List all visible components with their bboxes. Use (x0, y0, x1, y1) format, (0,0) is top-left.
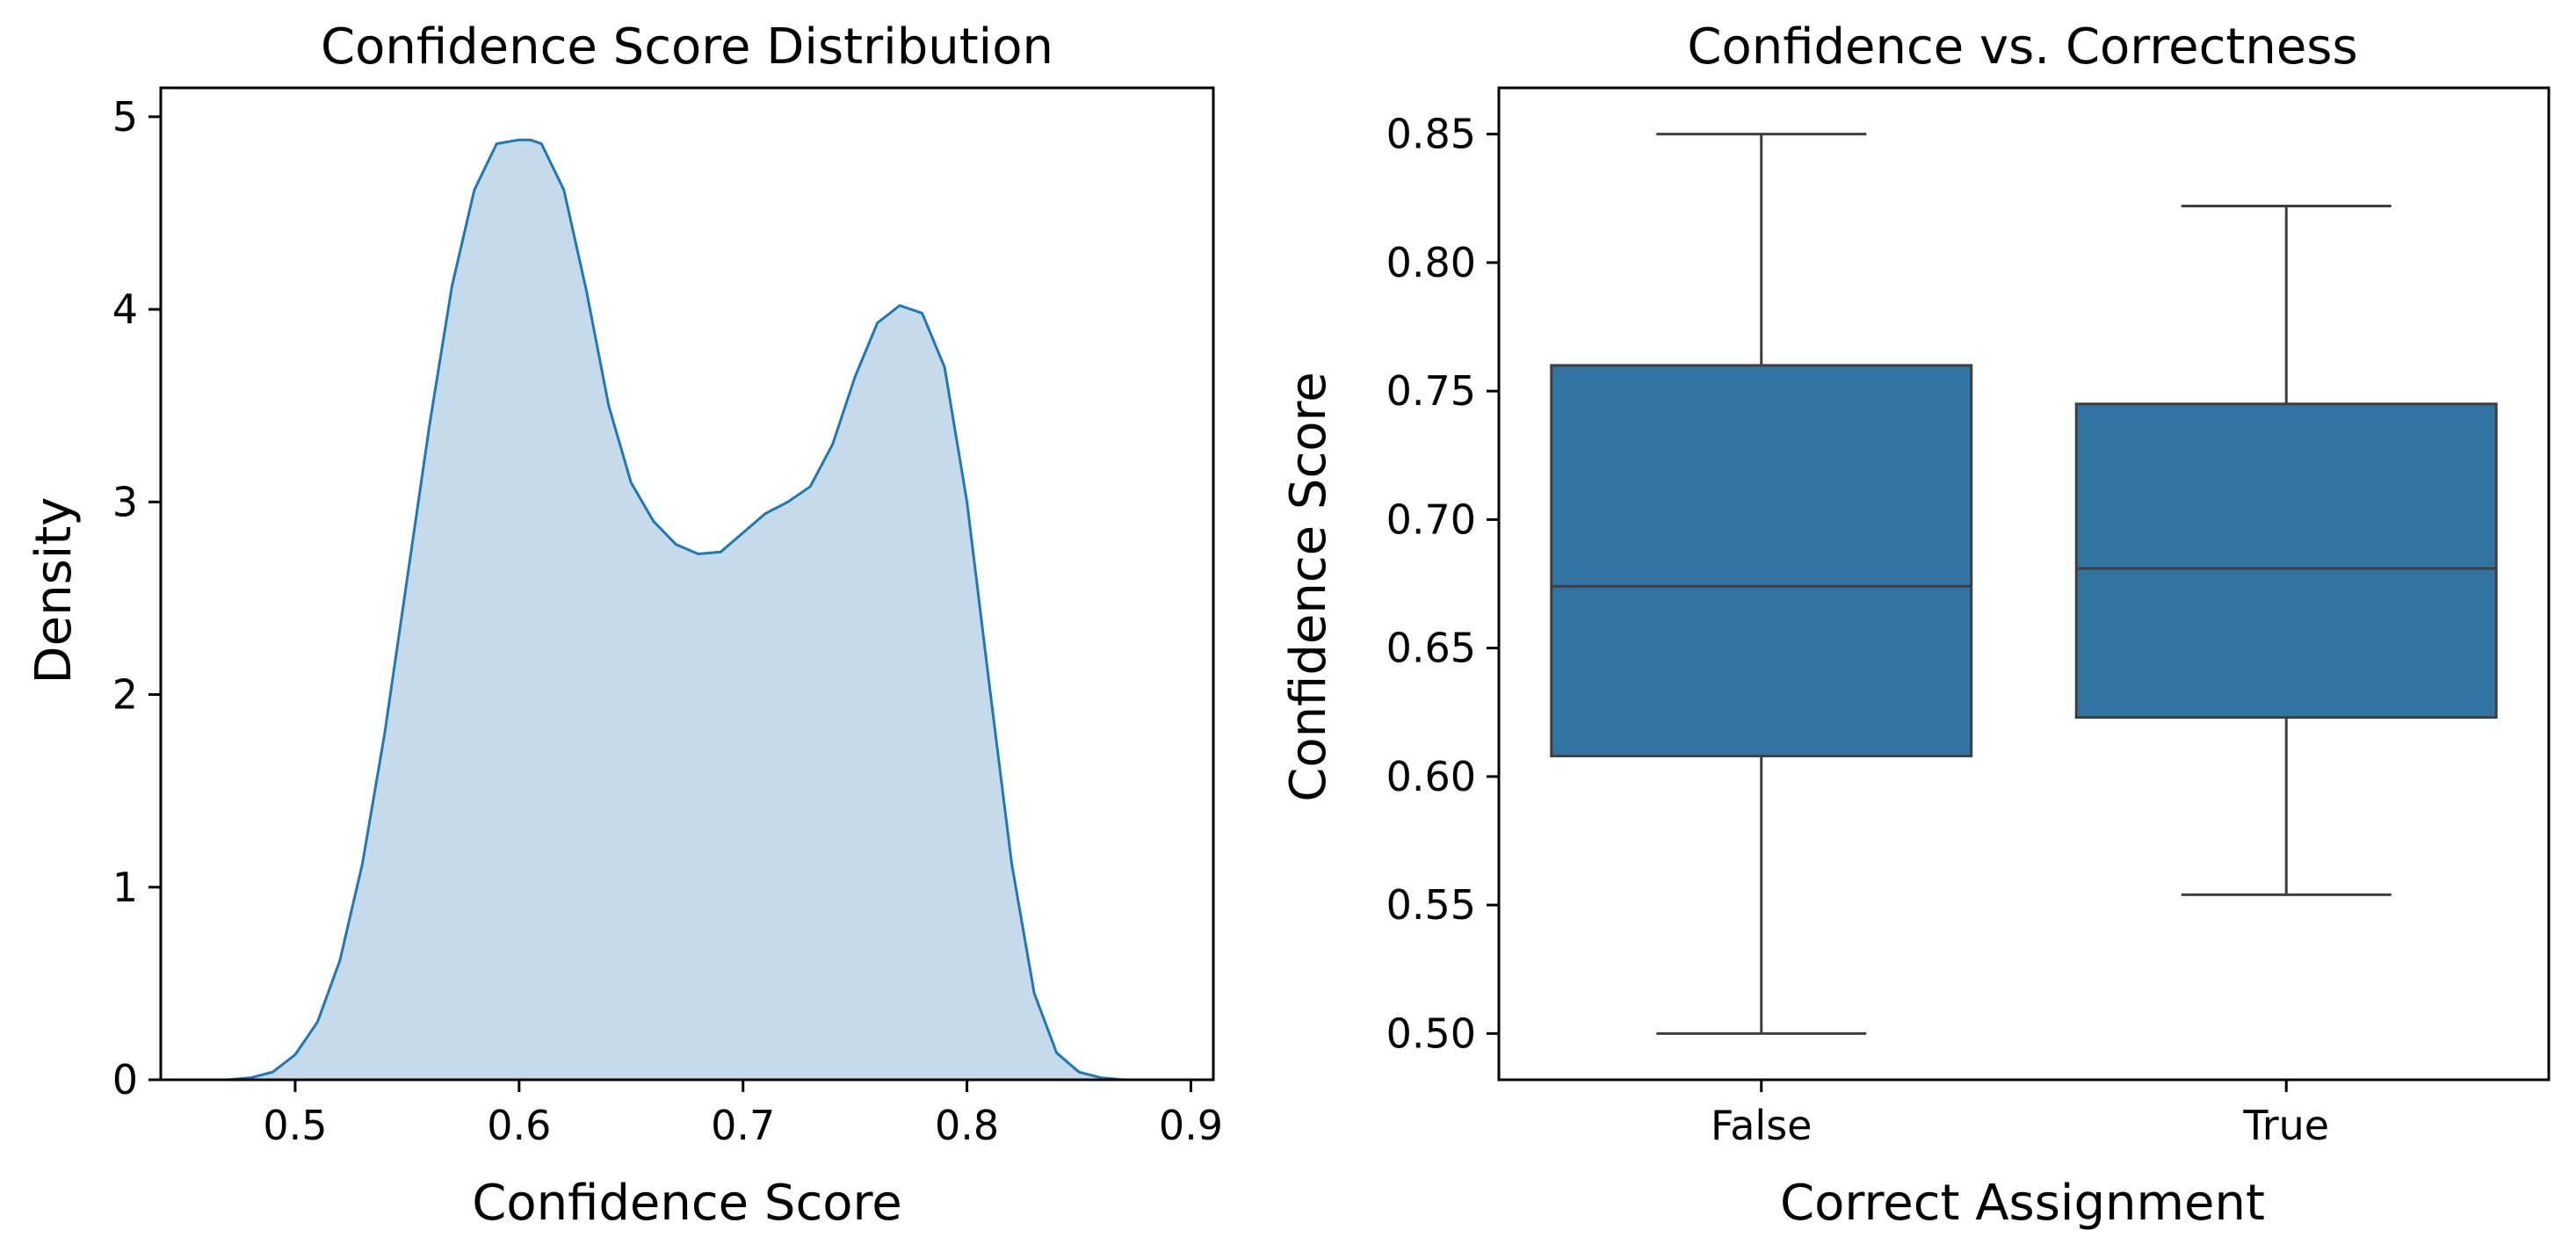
kde-y-tick-label: 4 (112, 286, 138, 333)
box-y-axis-label: Confidence Score (1280, 372, 1337, 802)
kde-plot-area (228, 138, 1147, 1082)
box-false (1550, 133, 1973, 1035)
box-true (2074, 205, 2498, 896)
kde-y-tick-label: 2 (112, 671, 138, 719)
box-panel: 0.50 0.55 0.60 0.65 0.70 0.75 0.80 0.85 False Tr… (1280, 18, 2551, 1232)
box-y-tick-label: 0.65 (1386, 625, 1476, 672)
kde-y-ticks: 0 1 2 3 4 5 (112, 93, 161, 1103)
box-x-tick-label: False (1711, 1102, 1812, 1149)
box-axes-frame (1497, 86, 2551, 1082)
box-x-tick-label: True (2242, 1102, 2329, 1149)
box-y-tick-label: 0.60 (1386, 753, 1476, 800)
kde-fill-area (228, 140, 1147, 1081)
box-y-ticks: 0.50 0.55 0.60 0.65 0.70 0.75 0.80 0.85 (1386, 111, 1499, 1057)
kde-x-axis-label: Confidence Score (472, 1175, 902, 1232)
box-y-tick-label: 0.55 (1386, 881, 1476, 929)
kde-density-line (228, 138, 1147, 1082)
box-x-axis-label: Correct Assignment (1780, 1175, 2265, 1232)
kde-x-tick-label: 0.6 (487, 1102, 551, 1149)
kde-x-tick-label: 0.7 (711, 1102, 775, 1149)
kde-y-tick-label: 5 (112, 93, 138, 141)
kde-y-tick-label: 3 (112, 478, 138, 525)
box-y-tick-label: 0.80 (1386, 239, 1476, 286)
box-title: Confidence vs. Correctness (1687, 18, 2357, 76)
kde-panel: 0 1 2 3 4 5 0.5 0.6 0.7 0.8 0.9 Confidence Score … (25, 18, 1223, 1232)
kde-x-ticks: 0.5 0.6 0.7 0.8 0.9 (263, 1080, 1223, 1149)
kde-y-axis-label: Density (25, 497, 83, 684)
kde-y-tick-label: 1 (112, 864, 138, 911)
kde-x-tick-label: 0.8 (935, 1102, 999, 1149)
box-y-tick-label: 0.70 (1386, 496, 1476, 543)
iqr-box (1550, 364, 1973, 757)
kde-title: Confidence Score Distribution (321, 18, 1053, 76)
box-y-tick-label: 0.75 (1386, 367, 1476, 415)
kde-axes-frame (159, 86, 1215, 1082)
kde-x-tick-label: 0.9 (1159, 1102, 1223, 1149)
iqr-box (2074, 402, 2498, 720)
kde-x-tick-label: 0.5 (263, 1102, 327, 1149)
box-y-tick-label: 0.85 (1386, 111, 1476, 158)
box-x-ticks: False True (1711, 1080, 2329, 1149)
box-plot-area (1550, 133, 2498, 1035)
box-y-tick-label: 0.50 (1386, 1009, 1476, 1057)
kde-y-tick-label: 0 (112, 1056, 138, 1103)
